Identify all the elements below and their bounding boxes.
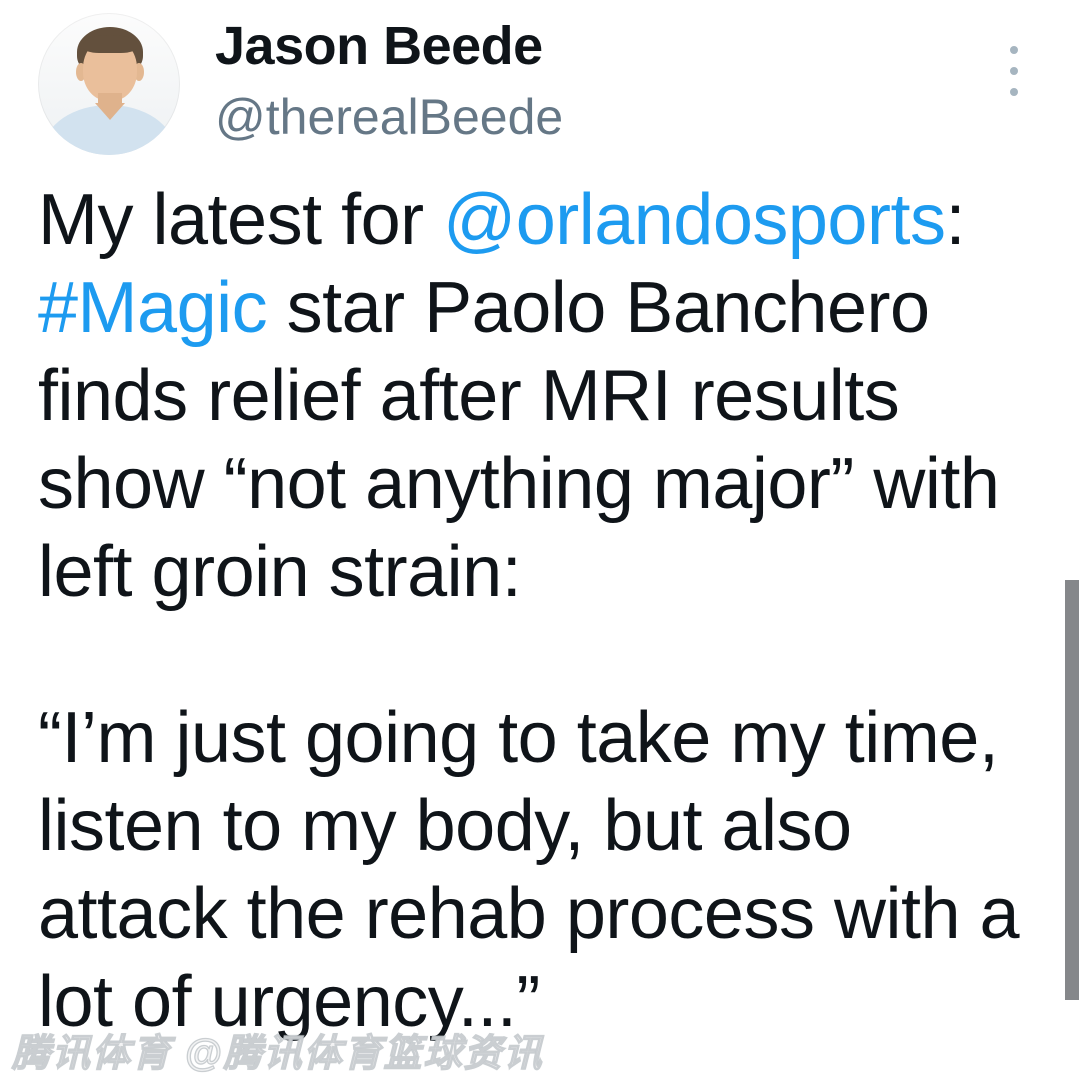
tweet-text-line: show “not anything major” with	[38, 444, 1000, 524]
avatar-ear-shape	[76, 63, 86, 81]
watermark: 腾讯体育 @腾讯体育篮球资讯	[11, 1032, 544, 1075]
tweet-text-line: My latest for @orlandosports:	[38, 176, 1044, 264]
dot	[1010, 46, 1018, 54]
tweet-text: My latest for @orlandosports: #Magic sta…	[38, 176, 1044, 1046]
tweet-header: Jason Beede @therealBeede	[0, 0, 1080, 176]
tweet-text-segment: star Paolo Banchero	[267, 268, 930, 348]
tweet-text-segment: :	[945, 180, 965, 260]
scrollbar-thumb[interactable]	[1065, 580, 1079, 1000]
tweet-text-line: attack the rehab process with a	[38, 874, 1020, 954]
more-options-icon[interactable]	[1004, 46, 1024, 96]
dot	[1010, 88, 1018, 96]
user-handle[interactable]: @therealBeede	[215, 89, 564, 145]
avatar-ear-shape	[134, 63, 144, 81]
tweet-text-line: lot of urgency...”	[38, 962, 540, 1042]
user-info: Jason Beede @therealBeede	[215, 14, 563, 146]
hashtag-link[interactable]: #Magic	[38, 268, 268, 348]
tweet-text-segment: My latest for	[38, 180, 444, 260]
avatar-hair-shape	[83, 35, 137, 53]
mention-link[interactable]: @orlandosports	[443, 180, 946, 260]
display-name[interactable]: Jason Beede	[215, 16, 543, 76]
tweet-text-line: left groin strain:	[38, 532, 522, 612]
tweet-text-line: finds relief after MRI results	[38, 356, 900, 436]
tweet-text-line: listen to my body, but also	[38, 786, 852, 866]
tweet-paragraph: “I’m just going to take my time, listen …	[38, 694, 1044, 1046]
tweet-paragraph: My latest for @orlandosports: #Magic sta…	[38, 176, 1044, 616]
avatar[interactable]	[38, 13, 180, 155]
dot	[1010, 67, 1018, 75]
tweet-text-line: #Magic star Paolo Banchero	[38, 264, 1044, 352]
tweet-text-line: “I’m just going to take my time,	[38, 698, 999, 778]
